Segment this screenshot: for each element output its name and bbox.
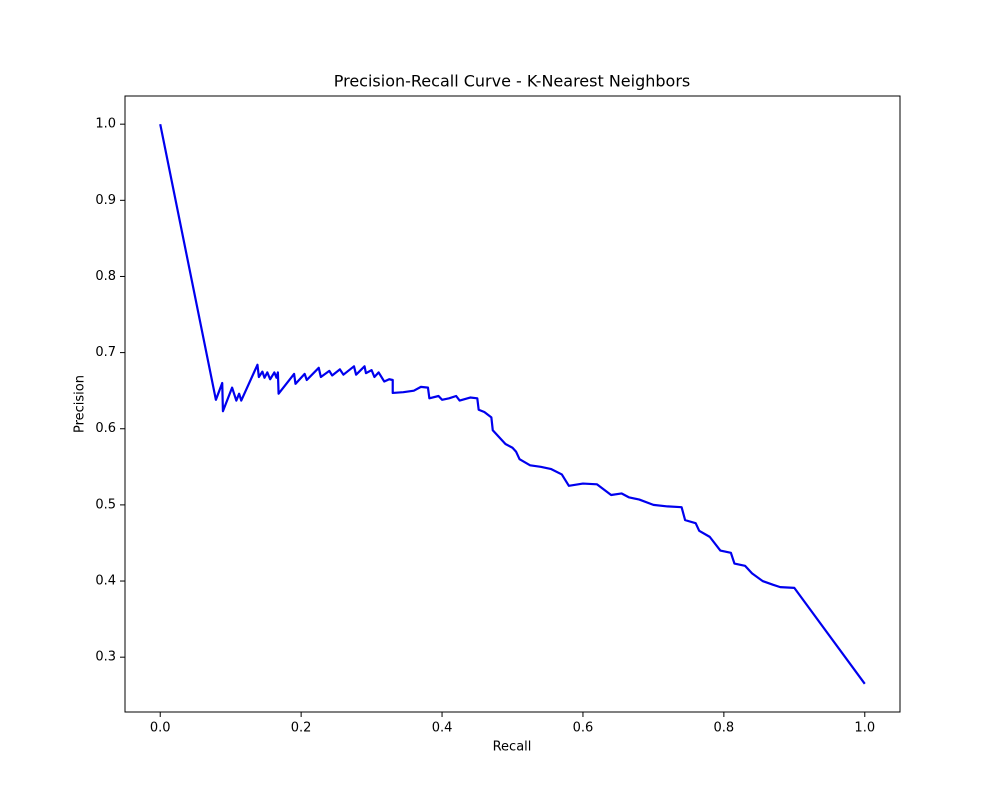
x-tick-label: 1.0 [854,721,875,736]
x-tick-label: 0.2 [291,721,312,736]
y-tick-label: 0.3 [95,650,116,665]
y-tick-label: 1.0 [95,117,116,132]
x-tick-label: 0.6 [573,721,594,736]
x-axis-label: Recall [493,740,532,755]
pr-curve [159,123,866,685]
y-tick-label: 0.5 [95,497,116,512]
y-tick-label: 0.6 [95,421,116,436]
x-tick-label: 0.4 [432,721,453,736]
x-tick-label: 0.8 [714,721,735,736]
chart-title: Precision-Recall Curve - K-Nearest Neigh… [334,72,691,91]
y-tick-label: 0.4 [95,574,116,589]
y-axis-label: Precision [73,375,88,433]
y-tick-label: 0.8 [95,269,116,284]
y-tick-label: 0.9 [95,193,116,208]
y-tick-label: 0.7 [95,345,116,360]
x-tick-label: 0.0 [150,721,171,736]
plot-frame [124,95,901,713]
